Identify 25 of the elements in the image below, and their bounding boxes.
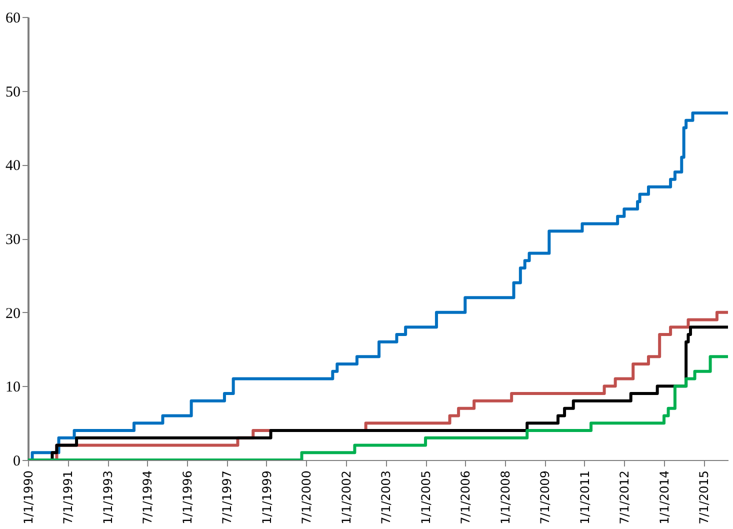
x-tick-label: 1/1/2014 [658, 470, 672, 524]
y-tick-label: 30 [6, 232, 20, 248]
x-tick-label: 7/1/2000 [300, 470, 314, 524]
x-tick-label: 1/1/1993 [101, 470, 116, 524]
x-tick-label: 1/1/1996 [180, 470, 194, 524]
y-tick-label: 0 [13, 454, 20, 470]
x-tick-label: 7/1/1994 [140, 470, 155, 524]
x-tick-label: 1/1/2002 [340, 470, 354, 524]
x-tick-label: 1/1/2011 [578, 470, 592, 524]
y-tick-label: 40 [6, 158, 20, 174]
x-tick-label: 7/1/2012 [618, 470, 632, 524]
x-tick-label: 7/1/2003 [379, 470, 394, 524]
x-tick-label: 7/1/2006 [458, 470, 473, 524]
y-tick-label: 10 [6, 380, 20, 396]
x-tick-label: 1/1/1990 [22, 470, 36, 524]
x-tick-label: 7/1/1997 [220, 470, 234, 524]
x-tick-label: 1/1/2008 [498, 470, 512, 524]
x-tick-label: 7/1/1991 [61, 470, 76, 524]
x-tick-label: 1/1/1999 [260, 470, 274, 524]
y-tick-label: 20 [6, 306, 20, 322]
y-tick-label: 60 [6, 10, 20, 26]
x-tick-label: 1/1/2005 [419, 470, 434, 524]
x-tick-label: 7/1/2015 [697, 470, 712, 524]
x-tick-label: 7/1/2009 [538, 470, 552, 524]
y-tick-label: 50 [6, 84, 20, 100]
